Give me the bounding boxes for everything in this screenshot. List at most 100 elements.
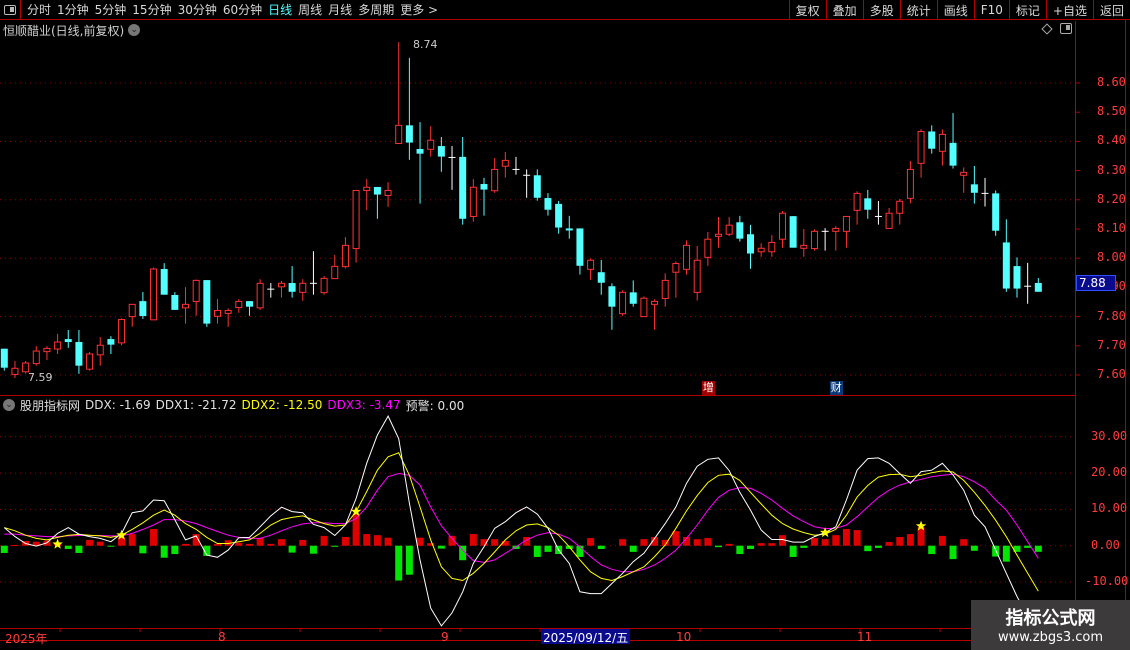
toolbar: 分时 1分钟 5分钟 15分钟 30分钟 60分钟 日线 周线 月线 多周期 更多 > 复权 叠加 多股… — [0, 0, 1130, 20]
candle-up — [352, 189, 360, 250]
candle-down — [1034, 283, 1042, 292]
toolbar-button[interactable]: 画线 — [936, 0, 974, 20]
tab-period[interactable]: 15分钟 — [132, 3, 172, 17]
candle-down — [459, 156, 467, 219]
ddx-bar — [576, 545, 584, 557]
panel-toggle-icon[interactable] — [0, 0, 21, 20]
candle-down — [480, 184, 488, 190]
event-badge[interactable]: 财 — [829, 381, 843, 395]
ddx-bar — [501, 540, 509, 546]
watermark-url: www.zbgs3.com — [997, 630, 1104, 645]
price-axis-label: 7.70 — [1097, 337, 1126, 352]
ddx-bar — [704, 538, 712, 546]
tab-period[interactable]: 日线 — [268, 3, 293, 17]
ddx-bar — [352, 514, 360, 546]
ddx-bar — [1002, 545, 1010, 562]
toolbar-button[interactable]: 复权 — [788, 0, 826, 20]
tab-period[interactable]: 30分钟 — [177, 3, 217, 17]
ddx-bar — [96, 541, 104, 546]
ddx1-value: DDX1: -21.72 — [155, 398, 237, 412]
tab-period[interactable]: 5分钟 — [94, 3, 127, 17]
indicator-axis-label: -10.00 — [1085, 574, 1129, 588]
chevron-down-icon[interactable]: ⌄ — [3, 399, 15, 411]
price-axis-label: 7.80 — [1097, 308, 1126, 323]
ddx-bar — [331, 545, 339, 547]
ddx-bar — [373, 535, 381, 546]
candle-down — [160, 269, 168, 295]
ddx-bar — [32, 541, 40, 546]
signal-star-icon — [52, 538, 63, 549]
ddx-bar — [384, 537, 392, 546]
candle-up — [224, 309, 232, 314]
ddx-bar — [906, 534, 914, 546]
event-badge[interactable]: 增 — [701, 381, 715, 395]
candle-up — [182, 303, 190, 309]
toolbar-buttons: 复权 叠加 多股 统计 画线 F10 标记 +自选 返回 — [788, 0, 1130, 20]
low-label: 7.59 — [28, 371, 53, 384]
ddx-bar — [544, 545, 552, 552]
candle-down — [565, 228, 573, 231]
ddx-bar — [736, 545, 744, 555]
candle-down — [64, 339, 72, 343]
high-label: 8.74 — [413, 38, 438, 51]
ddx2-value: DDX2: -12.50 — [241, 398, 323, 412]
ddx-bar — [864, 545, 872, 552]
ddx-bar — [757, 543, 765, 546]
ddx-bar — [928, 545, 936, 555]
candle-up — [661, 279, 669, 299]
candle-up — [640, 297, 648, 318]
tab-period[interactable]: 月线 — [328, 3, 353, 17]
tab-period[interactable]: 1分钟 — [57, 3, 89, 17]
toolbar-button[interactable]: 标记 — [1008, 0, 1046, 20]
ddx-bar — [480, 539, 488, 546]
candle-up — [299, 282, 307, 293]
candle-up — [693, 259, 701, 293]
toolbar-button[interactable]: +自选 — [1045, 0, 1093, 20]
candle-down — [747, 234, 754, 254]
candle-up — [778, 212, 786, 240]
candle-up — [214, 309, 221, 317]
candle-down — [171, 294, 179, 310]
indicator-axis-label: 0.00 — [1091, 537, 1120, 552]
ddx-bar — [640, 539, 648, 546]
ddx-bar — [661, 539, 669, 546]
ddx1-line — [3, 415, 1039, 627]
ddx-bar — [885, 542, 893, 546]
toolbar-button[interactable]: 多股 — [862, 0, 900, 20]
ddx-bar — [810, 538, 818, 546]
ddx-bar — [960, 539, 968, 546]
price-axis-label: 8.10 — [1097, 221, 1126, 235]
toolbar-button[interactable]: 叠加 — [825, 0, 863, 20]
tab-period[interactable]: 多周期 — [358, 3, 395, 17]
ddx-bar — [949, 545, 957, 560]
candle-up — [800, 244, 808, 249]
ddx-bar — [874, 545, 882, 548]
candle-up — [672, 262, 680, 273]
ddx-bar — [1013, 545, 1021, 552]
time-label: 8 — [218, 630, 226, 644]
tab-period[interactable]: 周线 — [298, 3, 323, 17]
candle-down — [533, 175, 541, 198]
watermark-title: 指标公式网 — [1005, 608, 1096, 629]
chevron-down-icon[interactable]: ⌄ — [128, 24, 141, 36]
ddx-bar — [1024, 545, 1032, 548]
tab-period[interactable]: 60分钟 — [222, 3, 263, 17]
ddx-bar — [0, 545, 8, 553]
toolbar-button[interactable]: 返回 — [1092, 0, 1130, 20]
tab-period[interactable]: 更多 > — [400, 3, 439, 17]
price-axis-label: 8.20 — [1097, 191, 1126, 206]
ddx-bar — [491, 539, 499, 546]
candle-down — [597, 272, 605, 283]
toolbar-button[interactable]: 统计 — [899, 0, 937, 20]
toolbar-button[interactable]: F10 — [973, 0, 1009, 20]
candle-up — [587, 259, 595, 270]
candle-up — [842, 215, 850, 232]
ddx-bar — [405, 545, 413, 575]
tab-period[interactable]: 分时 — [27, 3, 52, 17]
ddx-bar — [203, 545, 211, 556]
ddx-bar — [267, 543, 275, 546]
ddx-bar — [416, 537, 424, 546]
price-axis-label: 8.40 — [1097, 133, 1126, 148]
panel-toggle-icon[interactable] — [1060, 23, 1072, 34]
